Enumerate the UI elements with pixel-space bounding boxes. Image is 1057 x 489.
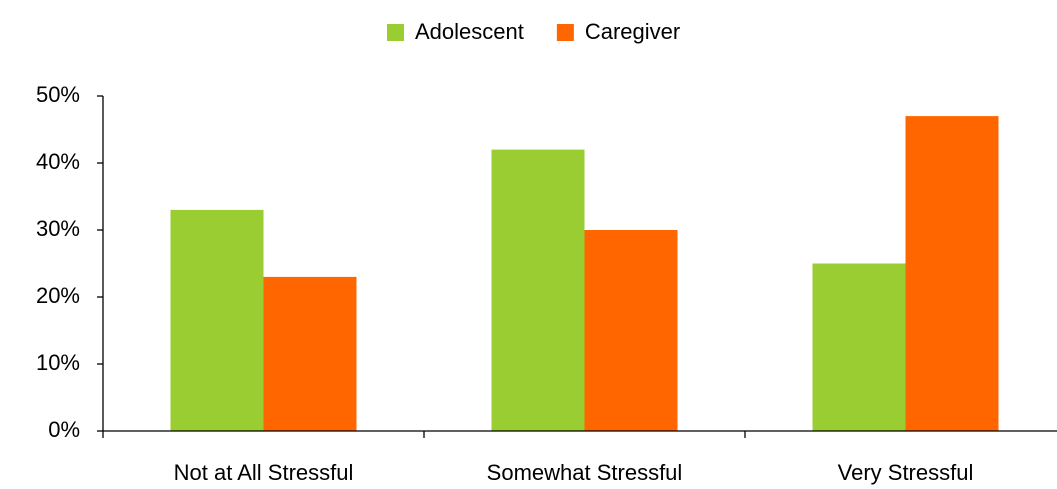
y-tick-label: 50% <box>36 82 80 107</box>
x-tick-label: Very Stressful <box>838 460 974 485</box>
y-tick-label: 30% <box>36 216 80 241</box>
bar <box>263 276 357 431</box>
bar <box>170 209 264 431</box>
legend-label: Caregiver <box>585 19 680 44</box>
y-tick-label: 0% <box>48 417 80 442</box>
bar <box>491 149 585 431</box>
y-tick-label: 10% <box>36 350 80 375</box>
legend-label: Adolescent <box>415 19 524 44</box>
x-tick-label: Somewhat Stressful <box>487 460 683 485</box>
bar <box>812 263 906 431</box>
x-tick-label: Not at All Stressful <box>174 460 354 485</box>
y-tick-label: 40% <box>36 149 80 174</box>
y-tick-label: 20% <box>36 283 80 308</box>
legend-swatch <box>387 24 404 41</box>
legend-swatch <box>556 24 574 41</box>
bar <box>905 116 999 431</box>
bar <box>584 230 678 431</box>
